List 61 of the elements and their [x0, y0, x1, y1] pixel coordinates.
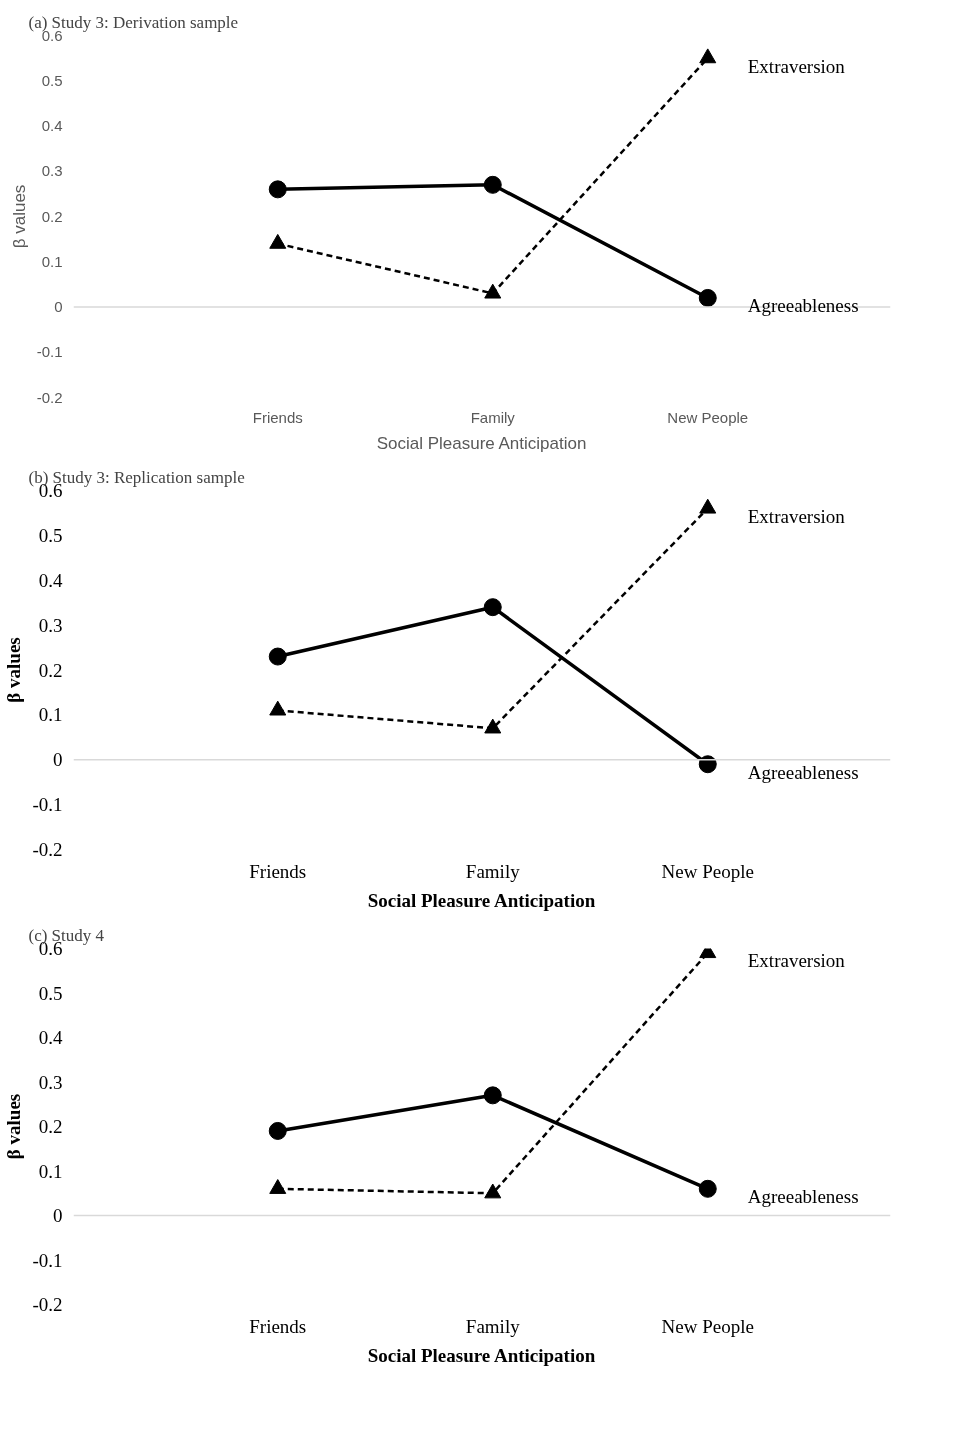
series-label: Extraversion [747, 950, 846, 972]
y-tick-label: 0.5 [38, 524, 63, 546]
y-tick-label: 0.1 [41, 252, 63, 270]
y-tick-label: 0.2 [38, 1116, 63, 1137]
x-tick-label: New People [661, 860, 754, 882]
y-tick-label: 0.3 [38, 1071, 63, 1093]
x-tick-label: New People [661, 1315, 754, 1337]
x-tick-label: Family [470, 408, 516, 426]
series-label: Extraversion [747, 505, 846, 527]
x-tick-label: Friends [252, 408, 303, 426]
point [483, 175, 502, 194]
x-tick-label: Family [465, 860, 521, 882]
y-tick-label: 0.3 [41, 162, 63, 180]
point [483, 598, 502, 617]
point [483, 1086, 502, 1105]
y-tick-label: -0.2 [36, 388, 63, 406]
point [269, 700, 287, 716]
point [699, 48, 717, 64]
point [484, 1183, 502, 1199]
y-tick-label: 0.5 [41, 71, 63, 89]
y-tick-label: 0.2 [38, 659, 63, 681]
y-tick-label: 0 [53, 1205, 63, 1226]
series-label: Extraversion [747, 55, 846, 77]
y-tick-label: -0.1 [36, 343, 63, 361]
x-tick-label: Friends [249, 860, 307, 882]
series-label: Agreeableness [747, 295, 859, 317]
point [269, 1179, 287, 1194]
y-tick-label: 0 [53, 749, 63, 771]
point [268, 180, 287, 199]
y-tick-label: -0.2 [32, 1294, 63, 1315]
x-tick-label: Friends [249, 1315, 307, 1337]
y-tick-label: 0.4 [38, 569, 63, 591]
y-tick-label: 0.2 [41, 207, 63, 225]
point [269, 233, 287, 249]
y-tick-label: -0.1 [32, 1249, 63, 1271]
y-axis-title: β values [3, 637, 25, 703]
y-tick-label: 0.5 [38, 982, 63, 1004]
x-axis-title: Social Pleasure Anticipation [367, 889, 596, 911]
x-axis-title: Social Pleasure Anticipation [376, 433, 587, 453]
y-tick-label: 0.4 [41, 117, 63, 134]
y-axis-title: β values [3, 1093, 25, 1160]
y-tick-label: 0.3 [38, 614, 63, 636]
y-tick-label: -0.2 [32, 839, 63, 860]
y-tick-label: 0 [54, 298, 63, 315]
y-tick-label: -0.1 [32, 794, 63, 816]
point [484, 283, 502, 299]
x-axis-title: Social Pleasure Anticipation [367, 1344, 596, 1366]
point [698, 288, 717, 307]
y-tick-label: 0.1 [38, 1160, 63, 1182]
series-label: Agreeableness [747, 1186, 859, 1208]
point [699, 498, 717, 514]
point [268, 1121, 287, 1140]
x-tick-label: New People [667, 408, 749, 426]
point [268, 647, 287, 666]
y-tick-label: 0.1 [38, 704, 63, 726]
y-tick-label: 0.4 [38, 1027, 63, 1048]
x-tick-label: Family [465, 1315, 521, 1337]
point [698, 1179, 717, 1198]
point [484, 718, 502, 734]
y-axis-title: β values [9, 184, 29, 249]
series-label: Agreeableness [747, 761, 859, 783]
